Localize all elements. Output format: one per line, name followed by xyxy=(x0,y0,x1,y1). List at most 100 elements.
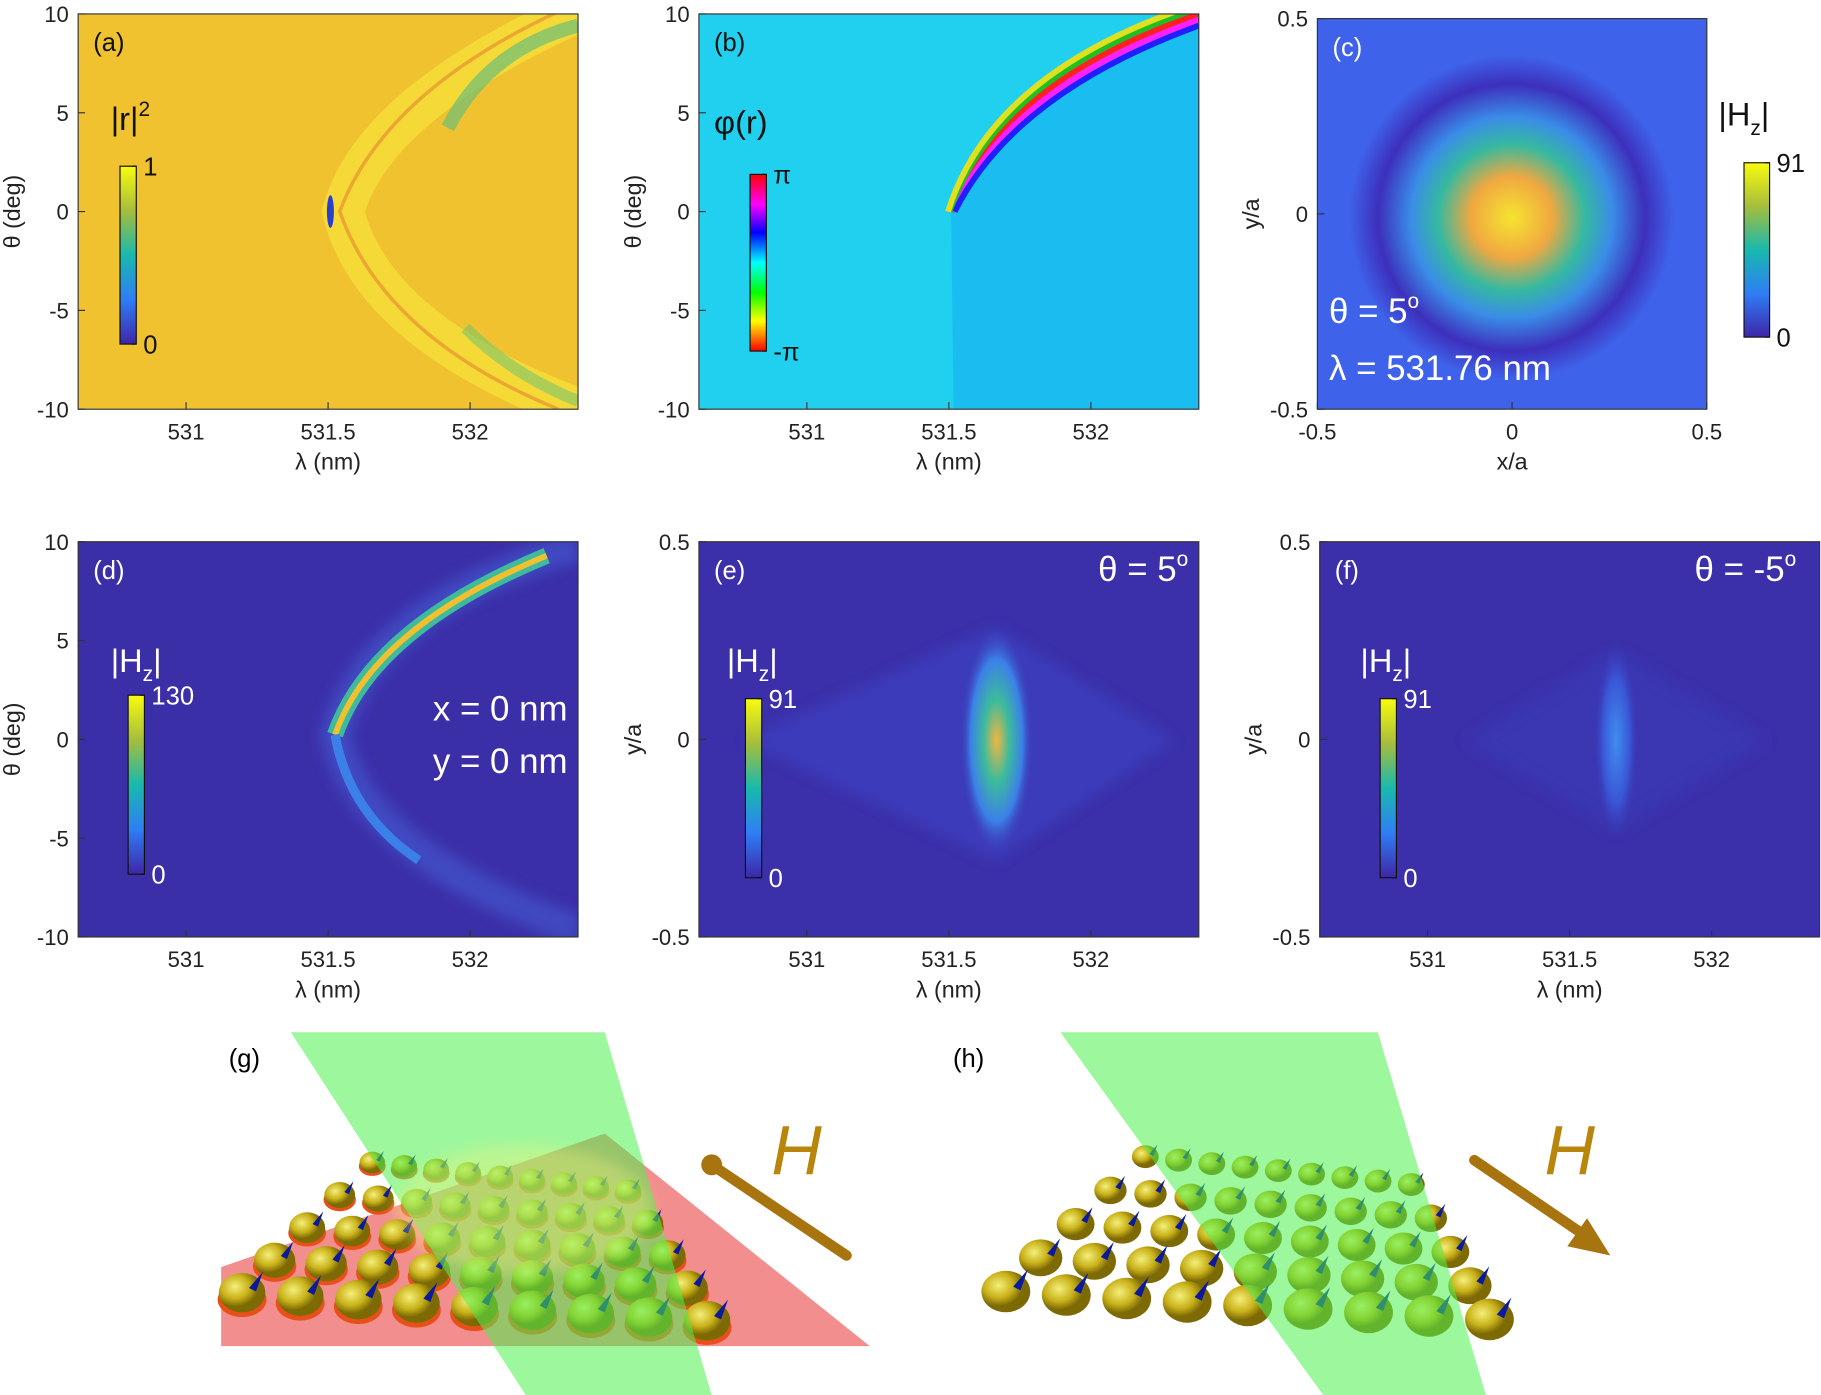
spin-cone xyxy=(383,1248,397,1267)
x-axis-label: λ (nm) xyxy=(916,976,982,1002)
colorbar-title: φ(r) xyxy=(714,105,768,141)
x-axis-label: λ (nm) xyxy=(916,449,982,475)
spin-cone xyxy=(1115,1175,1126,1190)
x-tick-label: -0.5 xyxy=(1298,419,1336,444)
field-feature xyxy=(945,13,1178,213)
title-end: | xyxy=(1761,97,1769,133)
y-tick-label: -10 xyxy=(658,397,690,422)
heatmap-field xyxy=(78,13,579,410)
field-feature xyxy=(951,13,1199,410)
field-feature xyxy=(952,22,1199,213)
field-arrow xyxy=(1469,1154,1589,1240)
colorbar-tick-label: 0 xyxy=(1777,324,1791,352)
colorbar-tick-label: 0 xyxy=(1403,865,1417,893)
annotation-text: λ = 531.76 nm xyxy=(1329,349,1551,388)
colorbar-tick-label: 0 xyxy=(769,865,783,893)
y-tick-label: -10 xyxy=(37,397,69,422)
spin-cone xyxy=(365,1278,380,1299)
title-text: |H xyxy=(1360,643,1392,679)
colorbar-tick-label: π xyxy=(773,162,791,190)
x-tick-label: 532 xyxy=(1693,947,1730,972)
colorbar-tick-label: 130 xyxy=(151,682,194,710)
spin-cone xyxy=(1081,1207,1093,1224)
y-tick-label: -5 xyxy=(49,299,69,324)
colorbar xyxy=(119,165,137,345)
spin-cone xyxy=(1194,1280,1210,1301)
y-tick-label: 0.5 xyxy=(659,530,690,555)
field-arrow xyxy=(706,1159,852,1261)
annotation: x = 0 nm xyxy=(433,690,568,729)
beam-spot xyxy=(395,1145,652,1273)
field-feature xyxy=(337,13,559,410)
annotation-text: x = 0 nm xyxy=(433,690,568,729)
y-axis-label: y/a xyxy=(1238,198,1264,229)
field-feature xyxy=(330,733,422,865)
spin-cone xyxy=(714,1299,728,1320)
spin-cone xyxy=(357,1214,369,1231)
colorbar xyxy=(1379,698,1398,879)
x-tick-label: 531.5 xyxy=(300,419,355,444)
spin-cone xyxy=(1100,1241,1114,1261)
spin-cone xyxy=(1154,1245,1168,1264)
y-tick-label: 5 xyxy=(57,629,69,654)
annotation-sup: o xyxy=(1785,548,1797,571)
colorbar xyxy=(749,173,767,352)
y-tick-label: -0.5 xyxy=(1270,397,1308,422)
panel-label: (c) xyxy=(1332,34,1362,62)
y-axis-label: θ (deg) xyxy=(0,175,25,249)
field-feature xyxy=(441,18,579,132)
y-tick-label: 0 xyxy=(57,727,69,752)
x-tick-label: 531 xyxy=(1409,947,1446,972)
y-tick-label: 10 xyxy=(44,530,69,555)
colorbar-tick-label: 0 xyxy=(143,331,157,359)
y-tick-label: -10 xyxy=(37,925,69,950)
panel-label: (e) xyxy=(714,557,745,585)
illustration-g: (g) H xyxy=(217,1032,870,1395)
x-tick-label: 0.5 xyxy=(1691,419,1722,444)
field-feature xyxy=(321,13,579,410)
colorbar xyxy=(127,694,145,875)
heatmap-field xyxy=(1317,18,1707,410)
x-axis-label: λ (nm) xyxy=(1537,976,1603,1002)
y-axis-label: θ (deg) xyxy=(620,175,646,249)
y-tick-label: -5 xyxy=(49,826,69,851)
x-tick-label: 531 xyxy=(168,419,205,444)
x-tick-label: 532 xyxy=(1072,419,1109,444)
title-text: |H xyxy=(727,643,759,679)
spin-cone xyxy=(1456,1234,1468,1252)
spin-cone xyxy=(307,1275,322,1296)
spin-cone xyxy=(1047,1238,1061,1257)
x-axis-label: λ (nm) xyxy=(295,976,361,1002)
field-feature xyxy=(461,323,579,407)
panel-label: (d) xyxy=(93,557,124,585)
y-tick-label: -0.5 xyxy=(652,925,690,950)
colorbar-tick-label: 91 xyxy=(769,686,797,714)
field-feature xyxy=(744,627,1175,861)
panel-label: (g) xyxy=(229,1045,260,1073)
y-axis-label: y/a xyxy=(1241,724,1267,755)
title-text: |r| xyxy=(111,101,139,137)
title-sub: z xyxy=(759,663,769,686)
panel-label: (f) xyxy=(1335,557,1359,585)
title-sub: z xyxy=(1750,117,1760,140)
illustration-h: (h) H xyxy=(953,1032,1611,1395)
x-tick-label: 531.5 xyxy=(300,947,355,972)
spin-cone xyxy=(344,1181,354,1195)
spin-cone xyxy=(1208,1248,1222,1268)
field-feature xyxy=(326,195,334,228)
panel-label: (b) xyxy=(714,29,745,57)
annotation: θ = -5o xyxy=(1695,548,1797,589)
annotation: y = 0 nm xyxy=(433,742,568,781)
title-end: | xyxy=(1403,643,1411,679)
y-tick-label: 5 xyxy=(57,101,69,126)
y-tick-label: 0 xyxy=(677,200,689,225)
colorbar-title: |Hz| xyxy=(1718,97,1769,140)
x-tick-label: 531.5 xyxy=(921,419,976,444)
field-feature xyxy=(332,552,548,736)
arrow-tail xyxy=(701,1154,723,1176)
heatmap-field xyxy=(1319,541,1820,937)
annotation: θ = 5o xyxy=(1098,548,1188,589)
light-beam xyxy=(1060,1032,1486,1395)
y-axis-label: y/a xyxy=(620,724,646,755)
